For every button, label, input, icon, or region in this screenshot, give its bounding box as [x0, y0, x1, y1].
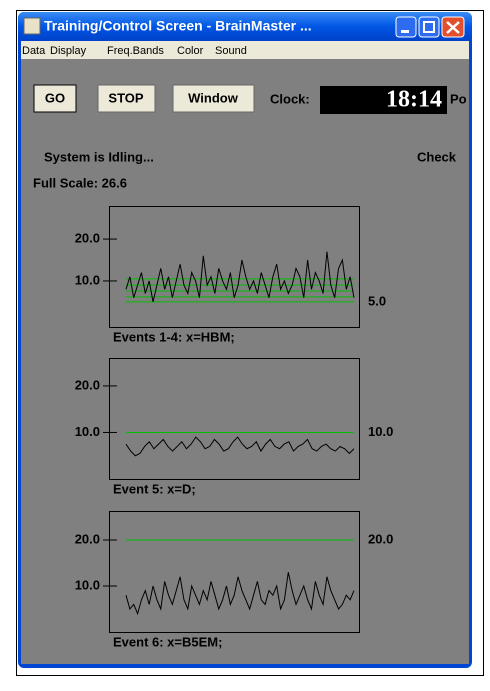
waveform	[125, 251, 355, 302]
panel-caption: Event 5: x=D;	[113, 481, 196, 496]
close-icon	[446, 21, 460, 34]
panel-caption: Events 1-4: x=HBM;	[113, 329, 235, 344]
clock-value: 18:14	[386, 87, 442, 113]
client-area	[21, 59, 469, 664]
go-button[interactable]	[33, 84, 77, 113]
app-icon	[23, 17, 41, 35]
button-label: STOP	[108, 90, 143, 105]
threshold-label: 20.0	[368, 531, 393, 546]
button-label: GO	[45, 90, 65, 105]
panel-caption: Event 6: x=B5EM;	[113, 634, 222, 649]
y-tick-label: 10.0	[75, 424, 100, 439]
menu-item[interactable]: Sound	[215, 45, 247, 57]
threshold-label: 10.0	[368, 424, 393, 439]
full-scale: Full Scale: 26.6	[33, 175, 127, 190]
y-tick-label: 10.0	[75, 272, 100, 287]
y-tick-label: 20.0	[75, 531, 100, 546]
plot-frame	[109, 358, 360, 480]
status-right: Check	[417, 149, 457, 164]
minimize-icon	[401, 30, 409, 33]
maximize-button[interactable]	[418, 16, 440, 38]
y-tick-label: 10.0	[75, 577, 100, 592]
waveform	[125, 572, 355, 616]
threshold-label: 5.0	[368, 293, 386, 308]
stop-button[interactable]	[97, 84, 156, 113]
status-text: System is Idling...	[44, 149, 154, 164]
plot-frame	[109, 206, 360, 328]
menu-item[interactable]: Color	[177, 45, 204, 57]
y-tick-label: 20.0	[75, 231, 100, 246]
plot-frame	[109, 511, 360, 633]
title-bar	[18, 12, 472, 41]
clock-label: Clock:	[270, 91, 310, 106]
cut-label: Po	[450, 91, 467, 106]
menu-item[interactable]: Display	[50, 45, 87, 57]
menu-item[interactable]: Data	[22, 45, 46, 57]
window-title: Training/Control Screen - BrainMaster ..…	[44, 18, 312, 34]
clock-box	[320, 86, 447, 114]
button-label: Window	[188, 90, 239, 105]
y-tick-label: 20.0	[75, 377, 100, 392]
menu-bar	[21, 41, 469, 59]
window-button[interactable]	[172, 84, 255, 113]
menu-item[interactable]: Freq.Bands	[107, 45, 164, 57]
maximize-icon	[423, 21, 435, 33]
minimize-button[interactable]	[395, 16, 417, 38]
waveform	[125, 436, 355, 457]
